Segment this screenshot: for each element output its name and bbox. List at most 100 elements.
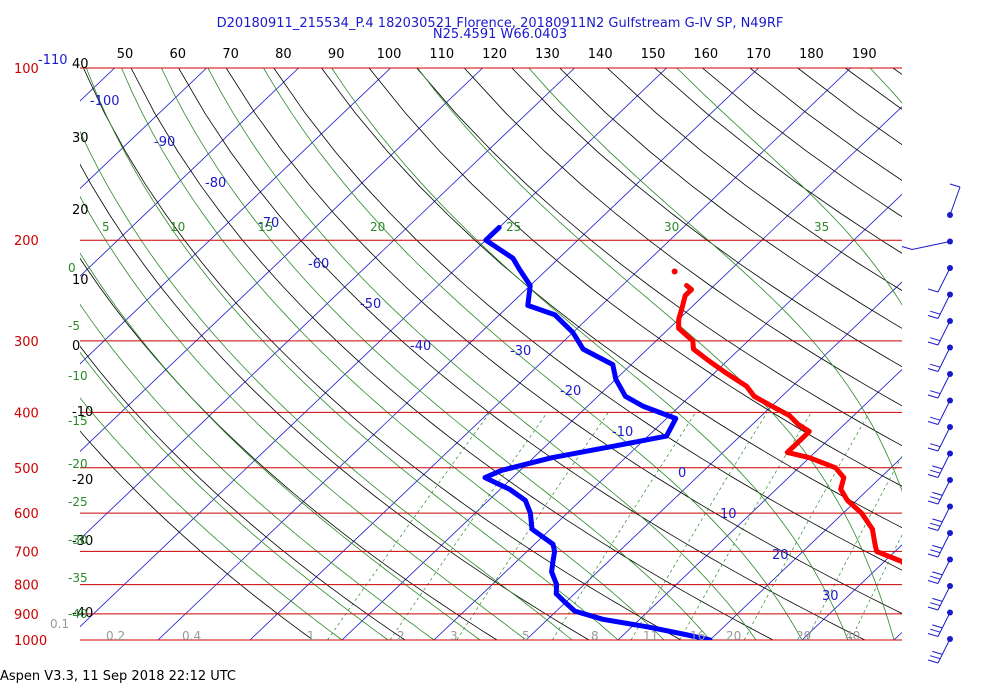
wind-barb-staff bbox=[937, 453, 951, 478]
wind-barb-feather bbox=[930, 496, 941, 501]
wind-barb-feather bbox=[927, 500, 939, 505]
isobar-label: 300 bbox=[14, 335, 39, 350]
dry-adiabat-line bbox=[80, 345, 406, 640]
dry-adiabat-line bbox=[511, 68, 902, 368]
mixing-ratio-label: 3 bbox=[450, 629, 458, 643]
isotherm-line bbox=[341, 106, 902, 640]
left-temperature-label: -30 bbox=[72, 534, 93, 549]
theta-top-label: 120 bbox=[482, 47, 507, 62]
wind-barb-staff bbox=[937, 426, 951, 452]
isotherm-label: -70 bbox=[258, 216, 279, 231]
isobar-label: 1000 bbox=[14, 634, 47, 649]
wind-barb-feather bbox=[927, 315, 939, 319]
theta-e-label: 5 bbox=[102, 220, 110, 234]
wind-barb-staff bbox=[937, 373, 951, 399]
wind-barb-feather bbox=[930, 575, 941, 580]
moist-adiabat-label: -40 bbox=[68, 607, 88, 621]
dry-adiabat-line bbox=[83, 68, 682, 640]
left-temperature-label: 30 bbox=[72, 131, 89, 146]
wind-barb-feather bbox=[930, 310, 941, 315]
moist-adiabat-label: -5 bbox=[68, 319, 80, 333]
theta-top-label: 190 bbox=[852, 47, 877, 62]
isotherm-label: -90 bbox=[154, 135, 175, 150]
sounding-traces bbox=[482, 224, 902, 640]
theta-top-label: 160 bbox=[693, 47, 718, 62]
wind-barb-feather bbox=[930, 416, 941, 421]
left-temperature-label: 0 bbox=[72, 339, 80, 354]
theta-top-label: 180 bbox=[799, 47, 824, 62]
moist-adiabat-label: -30 bbox=[68, 533, 88, 547]
theta-top-label: 80 bbox=[275, 47, 292, 62]
mixing-ratio-label: 20 bbox=[726, 629, 741, 643]
wind-barb-staff bbox=[911, 241, 951, 250]
isotherm-label: -20 bbox=[560, 384, 581, 399]
moist-adiabat-label: 0 bbox=[68, 261, 76, 275]
mixing-ratio-line bbox=[994, 412, 1000, 640]
temperature-top-marker bbox=[671, 268, 678, 275]
isotherm-label: -30 bbox=[510, 344, 531, 359]
moist-adiabat-line bbox=[80, 252, 481, 640]
wind-barb-feather bbox=[927, 394, 939, 399]
isotherm-line bbox=[249, 68, 851, 640]
wind-barb-staff bbox=[937, 638, 951, 664]
wind-barb-feather bbox=[932, 597, 943, 602]
wind-barb-staff bbox=[937, 294, 951, 319]
isotherm-label: -10 bbox=[612, 425, 633, 440]
wind-barb-staff bbox=[937, 559, 951, 584]
isotherm-label: 0 bbox=[678, 466, 686, 481]
isotherm-label: 30 bbox=[822, 589, 839, 604]
wind-barb-feather bbox=[927, 474, 939, 478]
isotherm-label: -80 bbox=[205, 176, 226, 191]
isotherm-label: -100 bbox=[90, 94, 120, 109]
wind-barb-feather bbox=[927, 659, 939, 664]
wind-barb-staff bbox=[937, 532, 951, 558]
moist-adiabat-line bbox=[85, 68, 619, 640]
mixing-ratio-label: 0.2 bbox=[106, 629, 125, 643]
theta-e-label: 15 bbox=[258, 220, 273, 234]
isotherm-line bbox=[525, 281, 902, 640]
mixing-ratio-line bbox=[630, 412, 768, 640]
theta-top-label: 60 bbox=[170, 47, 187, 62]
wind-barb-staff bbox=[937, 400, 951, 425]
dry-adiabat-line bbox=[80, 430, 314, 640]
wind-barb-feather bbox=[927, 288, 939, 293]
wind-barb-feather bbox=[930, 443, 941, 448]
theta-top-label: 130 bbox=[535, 47, 560, 62]
mixing-ratio-label: 11 bbox=[643, 629, 658, 643]
mixing-ratio-label: 0.4 bbox=[182, 629, 201, 643]
moist-adiabat-line bbox=[80, 303, 435, 640]
wind-barb-staff bbox=[937, 347, 951, 372]
mixing-ratio-label: 40 bbox=[845, 629, 860, 643]
left-temperature-label: -40 bbox=[72, 606, 93, 621]
isotherm-line bbox=[157, 68, 759, 640]
wind-barb-feather bbox=[930, 337, 941, 342]
theta-top-label: 90 bbox=[328, 47, 345, 62]
wind-barb-feather bbox=[930, 469, 941, 474]
wind-barb-feather bbox=[930, 390, 941, 395]
mixing-ratio-label: 16 bbox=[690, 629, 705, 643]
theta-e-label: 30 bbox=[664, 220, 679, 234]
isotherm-line bbox=[80, 68, 483, 452]
moist-adiabat-label: -20 bbox=[68, 457, 88, 471]
mixing-ratio-label: 8 bbox=[591, 629, 599, 643]
dewpoint-trace bbox=[482, 224, 713, 640]
isotherm-line bbox=[986, 68, 1000, 640]
isotherm-line bbox=[80, 68, 207, 190]
isobar-label: 700 bbox=[14, 545, 39, 560]
dry-adiabat-line bbox=[464, 68, 902, 407]
dry-adiabat-line bbox=[368, 68, 902, 487]
dry-adiabat-line bbox=[941, 68, 1000, 640]
mixing-ratio-line bbox=[389, 412, 548, 640]
theta-top-label: 50 bbox=[117, 47, 134, 62]
moist-adiabat-label: -10 bbox=[68, 369, 88, 383]
theta-top-label: 70 bbox=[222, 47, 239, 62]
wind-barb-feather bbox=[932, 491, 943, 496]
dry-adiabat-line bbox=[80, 163, 590, 640]
dry-adiabat-line bbox=[606, 68, 902, 291]
wind-barb-feather bbox=[949, 183, 961, 188]
wind-barb-feather bbox=[930, 549, 941, 554]
theta-e-label: 25 bbox=[506, 220, 521, 234]
wind-barbs bbox=[901, 183, 961, 664]
theta-e-label: 10 bbox=[170, 220, 185, 234]
